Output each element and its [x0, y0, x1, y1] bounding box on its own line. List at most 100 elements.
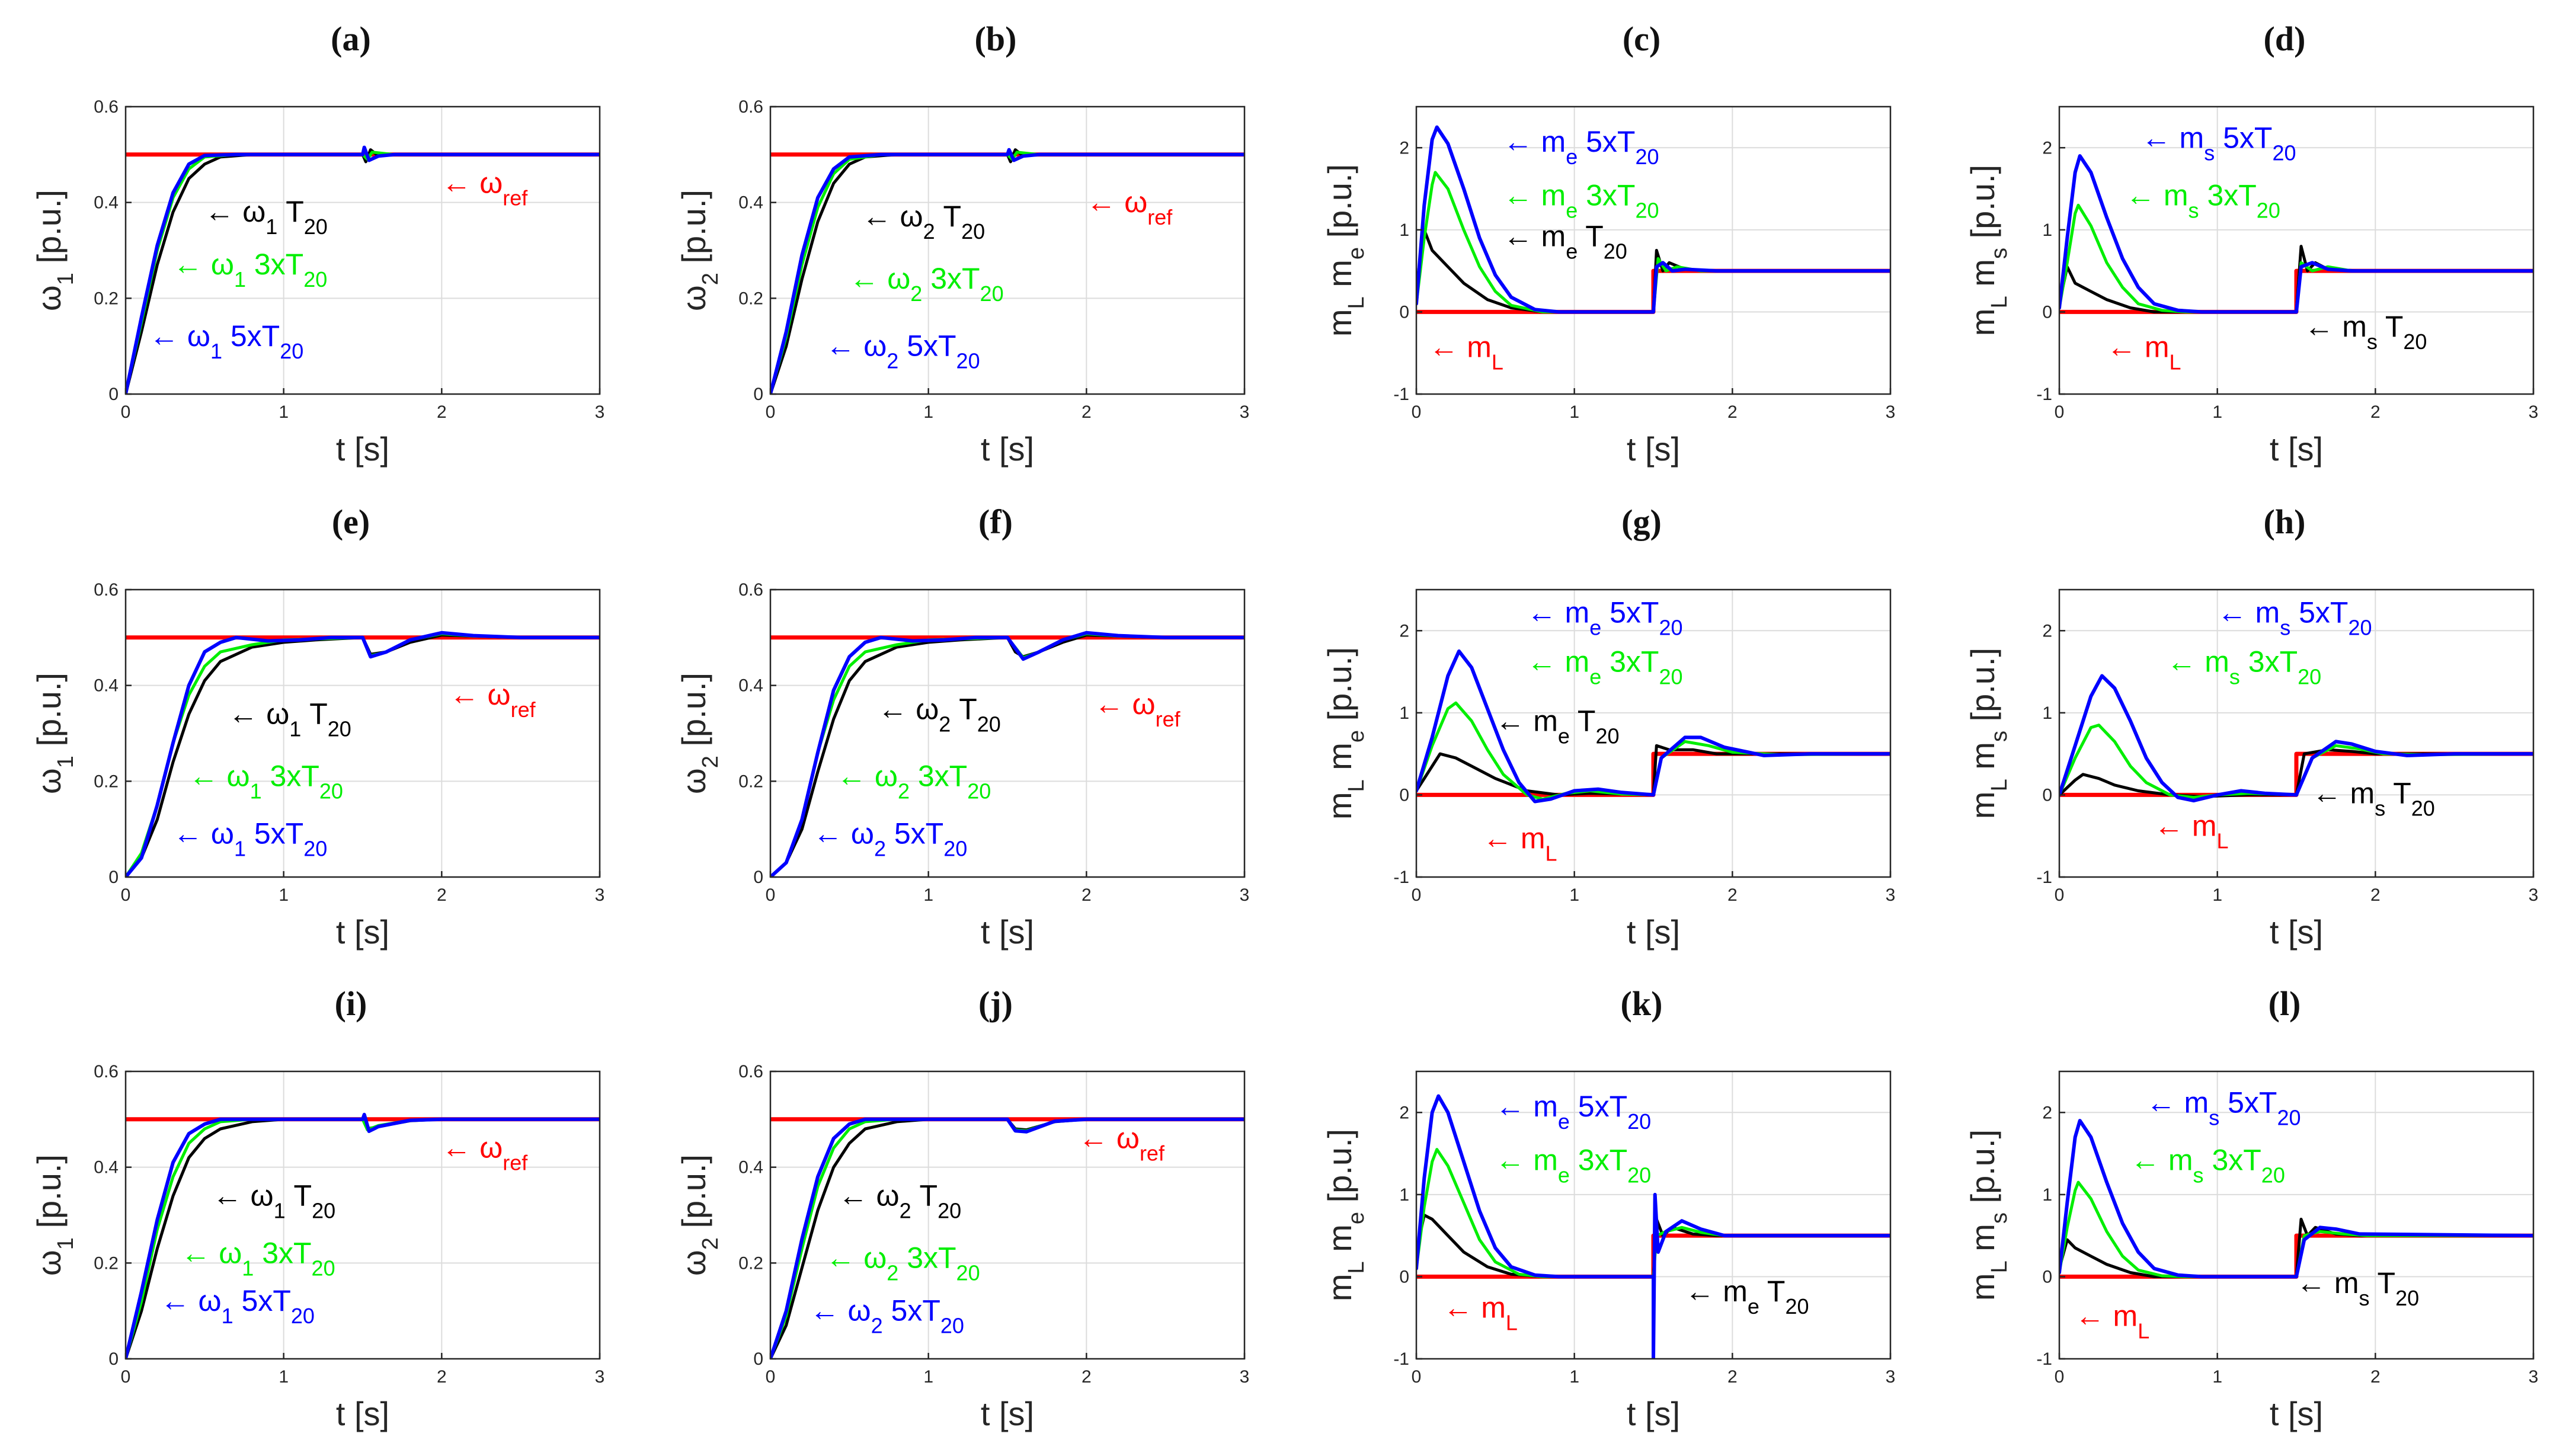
y-axis-title: mL me [p.u.]	[1321, 164, 1369, 337]
panel-label: (a)	[331, 20, 371, 58]
series-annotation: ← me 3xT20	[1527, 645, 1683, 689]
series-annotation: ← ω2 3xT20	[826, 1241, 980, 1285]
axes-box	[1415, 588, 1892, 878]
x-tick-label: 0	[2055, 402, 2065, 422]
series-line	[126, 1112, 600, 1359]
series-annotation: ← ms T20	[2304, 310, 2427, 354]
panel-label: (j)	[978, 984, 1013, 1023]
x-axis-title: t [s]	[981, 913, 1034, 951]
x-tick-label: 3	[1886, 1367, 1896, 1387]
series-annotation: ← me 5xT20	[1495, 1090, 1651, 1134]
series-line	[2059, 674, 2533, 803]
y-tick-label: 0.4	[94, 676, 119, 696]
x-tick-label: 2	[2370, 885, 2381, 905]
series-annotation: ← ωref	[450, 678, 536, 722]
series-annotation: ← mL	[1429, 331, 1503, 375]
y-tick-label: 2	[2042, 138, 2052, 158]
y-tick-label: 0.4	[94, 193, 119, 213]
x-axis-title: t [s]	[981, 430, 1034, 468]
axes-box	[1415, 1070, 1892, 1360]
y-axis-title: ω1 [p.u.]	[30, 190, 78, 311]
series-line	[1416, 125, 1890, 314]
x-tick-label: 0	[121, 1367, 131, 1387]
y-tick-label: 0.4	[738, 1158, 763, 1177]
y-tick-label: 0	[2042, 302, 2052, 322]
series-annotation: ← ωref	[1079, 1121, 1165, 1165]
y-tick-label: 1	[2042, 220, 2052, 240]
y-axis-title: mL ms [p.u.]	[1964, 165, 2012, 336]
x-tick-label: 3	[1240, 1367, 1250, 1387]
y-tick-label: -1	[2036, 868, 2052, 887]
series-line	[770, 148, 1244, 394]
panel-label: (h)	[2264, 503, 2306, 541]
series-annotation: ← ω2 T20	[862, 200, 985, 244]
x-tick-label: 0	[121, 885, 131, 905]
x-axis-title: t [s]	[2270, 430, 2323, 468]
series-annotation: ← me 5xT20	[1503, 125, 1659, 169]
y-tick-label: 2	[1399, 1103, 1409, 1122]
x-tick-label: 1	[1569, 885, 1579, 905]
x-tick-label: 1	[279, 402, 289, 422]
x-tick-label: 1	[1569, 1367, 1579, 1387]
series-annotation: ← ω2 5xT20	[810, 1294, 964, 1337]
series-annotation: ← ms 5xT20	[2146, 1086, 2301, 1129]
x-axis-title: t [s]	[2270, 1395, 2323, 1432]
y-axis-title: mL me [p.u.]	[1321, 647, 1369, 820]
x-tick-label: 2	[1082, 885, 1092, 905]
x-tick-label: 1	[2212, 885, 2222, 905]
x-tick-label: 2	[437, 402, 447, 422]
panel-j: (j) 0 1 2 3 0 0.2 0.4 0.6 t [s] ω2 [p.u.] ← ωref ← ω…	[675, 984, 1249, 1432]
axes-box	[124, 1070, 601, 1360]
series-annotation: ← mL	[1483, 822, 1557, 866]
x-tick-label: 3	[2529, 1367, 2539, 1387]
x-tick-label: 2	[1082, 402, 1092, 422]
panel-label: (i)	[335, 984, 367, 1023]
x-axis-title: t [s]	[336, 913, 389, 951]
y-tick-label: 1	[2042, 703, 2052, 723]
panel-label: (g)	[1621, 503, 1662, 541]
y-tick-label: 0	[2042, 1267, 2052, 1287]
series-annotation: ← ω1 3xT20	[189, 759, 343, 803]
panel-a: (a) 0 1 2 3 0 0.2 0.4 0.6 t [s] ω1 [p.u.] ← ωref ← ω…	[30, 20, 604, 468]
y-tick-label: 0	[108, 868, 119, 887]
y-tick-label: 0	[108, 1349, 119, 1369]
x-tick-label: 3	[1240, 402, 1250, 422]
series-line	[2059, 1119, 2533, 1279]
series-annotation: ← ω2 3xT20	[837, 759, 991, 803]
x-axis-title: t [s]	[981, 1395, 1034, 1432]
series-annotation: ← ms 3xT20	[2130, 1143, 2285, 1187]
series-annotation: ← ωref	[441, 1131, 528, 1175]
y-tick-label: 0.6	[94, 1062, 119, 1081]
x-tick-label: 3	[595, 402, 605, 422]
x-tick-label: 1	[279, 885, 289, 905]
y-tick-label: 0.6	[738, 580, 763, 600]
series-annotation: ← ω2 5xT20	[813, 817, 967, 860]
panel-i: (i) 0 1 2 3 0 0.2 0.4 0.6 t [s] ω1 [p.u.] ← ωref ← ω…	[30, 984, 604, 1432]
panel-label: (k)	[1621, 984, 1663, 1023]
y-tick-label: 0.6	[94, 97, 119, 117]
series-annotation: ← ω1 5xT20	[149, 319, 303, 363]
y-axis-title: ω1 [p.u.]	[30, 1154, 78, 1276]
x-tick-label: 0	[1412, 402, 1422, 422]
y-axis-title: ω2 [p.u.]	[675, 1154, 723, 1276]
series-annotation: ← me 5xT20	[1527, 596, 1683, 639]
series-line	[1416, 744, 1890, 796]
series-annotation: ← me T20	[1503, 220, 1627, 264]
axes-box	[2058, 105, 2535, 395]
panel-label: (f)	[978, 503, 1013, 541]
x-tick-label: 3	[595, 1367, 605, 1387]
x-tick-label: 3	[1240, 885, 1250, 905]
series-annotation: ← mL	[2107, 331, 2181, 375]
x-tick-label: 0	[766, 1367, 776, 1387]
series-annotation: ← ω2 T20	[839, 1179, 961, 1223]
x-axis-title: t [s]	[1627, 430, 1680, 468]
x-tick-label: 0	[766, 402, 776, 422]
series-annotation: ← me 3xT20	[1503, 178, 1659, 222]
y-tick-label: 2	[1399, 138, 1409, 158]
x-tick-label: 3	[1886, 885, 1896, 905]
x-tick-label: 3	[1886, 402, 1896, 422]
x-tick-label: 3	[2529, 885, 2539, 905]
